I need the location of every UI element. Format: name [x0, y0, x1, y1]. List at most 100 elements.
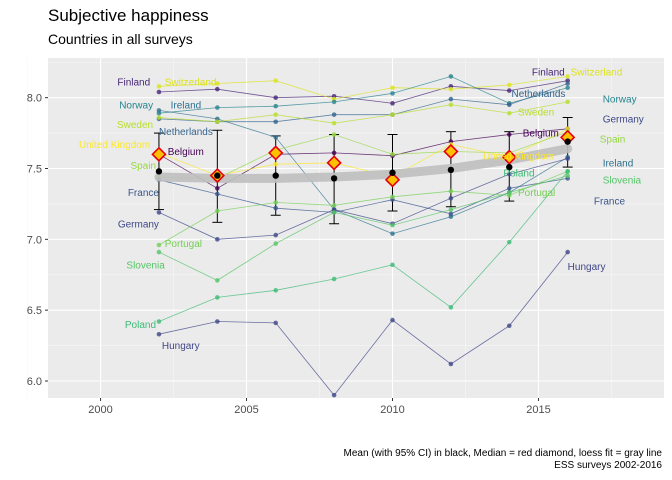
caption-line-1: Mean (with 95% CI) in black, Median = re… [343, 448, 663, 459]
country-label-2002: Finland [117, 78, 150, 89]
series-point [273, 200, 279, 205]
series-point [215, 86, 220, 92]
country-label-2016: Switzerland [571, 68, 623, 79]
series-point [565, 81, 570, 86]
series-point [506, 110, 512, 116]
series-point [506, 323, 512, 329]
series-line [158, 76, 568, 100]
chart-subtitle: Countries in all surveys [48, 31, 193, 47]
series-line [158, 170, 568, 246]
series-point [273, 232, 279, 238]
mean-point [506, 163, 513, 171]
series-point [273, 119, 279, 125]
country-label-2002: Norway [119, 100, 153, 111]
series-point [565, 173, 570, 178]
median-diamond [501, 149, 517, 165]
loess-fit [154, 144, 573, 183]
series-point [390, 101, 395, 106]
series-line [158, 251, 569, 396]
country-label-2002: Slovenia [126, 260, 165, 271]
country-label-2016: Netherlands [512, 89, 566, 100]
series-point [331, 210, 337, 215]
x-tick-label: 2005 [234, 404, 258, 416]
country-label-2016: Hungary [568, 262, 606, 273]
country-label-2016: Ireland [603, 158, 634, 169]
series-point [273, 78, 279, 83]
series-point [506, 171, 512, 177]
series-point [448, 188, 454, 194]
series-point [273, 161, 279, 167]
series-point [215, 105, 220, 110]
series-point [390, 262, 395, 268]
series-point [448, 211, 454, 217]
series-point [390, 112, 395, 117]
country-label-2002: Netherlands [159, 127, 213, 138]
median-diamond [268, 145, 284, 161]
series-point [565, 99, 570, 105]
series-point [331, 150, 337, 156]
series-point [156, 89, 162, 95]
series-point [215, 208, 220, 214]
country-series [156, 74, 570, 398]
y-tick-label: 6.5 [27, 305, 42, 317]
series-line [158, 101, 568, 124]
country-label-2016: Slovenia [603, 175, 642, 186]
country-label-2016: United Kingdom [483, 151, 554, 162]
series-point [215, 191, 220, 197]
series-point [565, 156, 570, 161]
summary-markers [151, 129, 576, 188]
median-diamond [384, 172, 401, 188]
country-label-2016: Norway [603, 95, 637, 106]
chart-caption: Mean (with 95% CI) in black, Median = re… [344, 448, 663, 472]
series-point [331, 203, 337, 208]
series-line [158, 80, 568, 104]
series-point [273, 241, 279, 246]
series-point [156, 331, 162, 337]
series-point [448, 102, 454, 108]
x-tick-label: 2000 [88, 404, 112, 416]
series-point [156, 108, 162, 113]
country-label-2002: Poland [125, 320, 156, 331]
country-label-2016: Finland [532, 68, 565, 79]
series-line [158, 131, 568, 179]
series-line [158, 175, 568, 281]
series-point [331, 392, 337, 398]
country-label-2002: France [128, 188, 160, 199]
series-point [215, 237, 220, 242]
country-label-2016: Poland [503, 168, 534, 179]
series-point [156, 115, 162, 120]
mean-point [389, 169, 396, 176]
series-line [158, 75, 568, 114]
series-point [390, 231, 395, 236]
country-label-2016: Portugal [518, 188, 555, 199]
caption-line-2: ESS surveys 2002-2016 [554, 460, 662, 471]
series-point [331, 276, 337, 282]
mean-point [272, 172, 279, 179]
series-point [273, 135, 279, 140]
series-point [273, 205, 279, 211]
series-point [331, 112, 337, 117]
chart-title: Subjective happiness [48, 6, 209, 25]
series-point [565, 169, 570, 174]
series-point [448, 305, 454, 310]
series-point [215, 295, 220, 300]
country-label-2002: Germany [118, 219, 159, 230]
mean-point [330, 175, 338, 182]
country-label-2016: Germany [603, 114, 644, 125]
series-point [156, 242, 162, 248]
series-point [448, 96, 454, 102]
series-line [158, 158, 568, 240]
series-point [215, 119, 220, 125]
x-tick-label: 2015 [526, 404, 550, 416]
series-point [331, 120, 337, 126]
mean-point [447, 166, 455, 174]
series-point [156, 249, 162, 255]
series-point [506, 186, 512, 191]
series-point [215, 186, 220, 191]
series-point [390, 152, 395, 157]
series-line [158, 83, 568, 123]
series-point [448, 74, 454, 79]
country-label-2002: Switzerland [165, 78, 217, 89]
country-labels: Finland Switzerland Norway Ireland Sweden Net… [79, 68, 644, 352]
